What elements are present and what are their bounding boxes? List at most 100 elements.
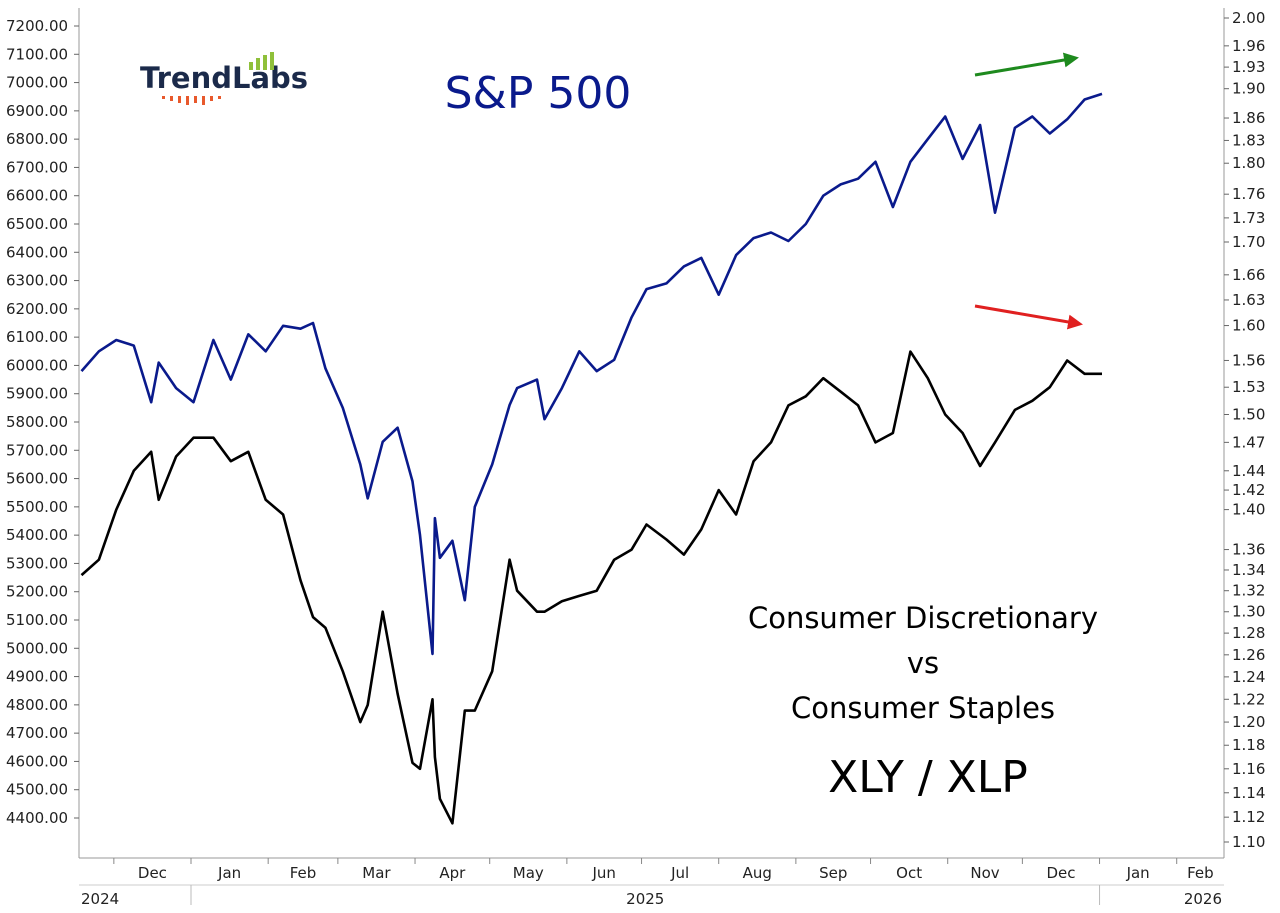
right-tick-label: 1.18 bbox=[1232, 736, 1265, 754]
right-tick-label: 2.00 bbox=[1232, 9, 1265, 27]
x-month-label: Dec bbox=[1046, 864, 1075, 882]
left-tick-label: 5600.00 bbox=[6, 470, 68, 488]
right-tick-label: 1.60 bbox=[1232, 317, 1265, 335]
logo-dot bbox=[218, 96, 221, 99]
x-month-label: Jan bbox=[1126, 864, 1150, 882]
x-month-label: Nov bbox=[970, 864, 999, 882]
left-tick-label: 6100.00 bbox=[6, 328, 68, 346]
right-tick-label: 1.63 bbox=[1232, 291, 1265, 309]
left-tick-label: 6300.00 bbox=[6, 272, 68, 290]
right-tick-label: 1.28 bbox=[1232, 624, 1265, 642]
left-tick-label: 5200.00 bbox=[6, 583, 68, 601]
left-axis-ticks: 7200.00 7100.00 7000.00 6900.00 6800.00 6700.… bbox=[6, 17, 79, 827]
ratio-title-line1: Consumer Discretionary bbox=[748, 601, 1098, 635]
right-tick-label: 1.50 bbox=[1232, 406, 1265, 424]
spx-title: S&P 500 bbox=[445, 68, 632, 119]
logo-dot bbox=[178, 96, 181, 103]
left-tick-label: 7000.00 bbox=[6, 74, 68, 92]
right-tick-label: 1.73 bbox=[1232, 209, 1265, 227]
right-tick-label: 1.26 bbox=[1232, 646, 1265, 664]
logo-signal-bars-icon bbox=[249, 52, 274, 70]
right-tick-label: 1.90 bbox=[1232, 80, 1265, 98]
x-month-label: Jun bbox=[591, 864, 615, 882]
right-tick-label: 1.10 bbox=[1232, 833, 1265, 851]
right-tick-label: 1.56 bbox=[1232, 351, 1265, 369]
left-tick-label: 5100.00 bbox=[6, 611, 68, 629]
x-axis: Dec Jan Feb Mar Apr May Jun Jul Aug Sep Oct Nov Dec J… bbox=[81, 858, 1222, 908]
left-tick-label: 5400.00 bbox=[6, 526, 68, 544]
ratio-ticker: XLY / XLP bbox=[828, 752, 1028, 803]
logo-bar bbox=[256, 58, 260, 70]
right-tick-label: 1.32 bbox=[1232, 582, 1265, 600]
right-tick-label: 1.93 bbox=[1232, 58, 1265, 76]
x-month-label: Sep bbox=[819, 864, 847, 882]
logo-dot bbox=[170, 96, 173, 101]
left-tick-label: 6400.00 bbox=[6, 243, 68, 261]
right-tick-label: 1.16 bbox=[1232, 760, 1265, 778]
ratio-title-line3: Consumer Staples bbox=[791, 691, 1055, 725]
left-tick-label: 5500.00 bbox=[6, 498, 68, 516]
right-tick-label: 1.70 bbox=[1232, 233, 1265, 251]
left-tick-label: 5000.00 bbox=[6, 639, 68, 657]
right-tick-label: 1.34 bbox=[1232, 561, 1265, 579]
left-tick-label: 5700.00 bbox=[6, 441, 68, 459]
left-tick-label: 6500.00 bbox=[6, 215, 68, 233]
right-tick-label: 1.76 bbox=[1232, 185, 1265, 203]
left-tick-label: 6200.00 bbox=[6, 300, 68, 318]
logo-dot bbox=[162, 96, 165, 99]
logo-dot bbox=[194, 96, 197, 103]
left-tick-label: 6000.00 bbox=[6, 356, 68, 374]
x-month-label: Dec bbox=[138, 864, 167, 882]
logo-dot bbox=[210, 96, 213, 101]
right-tick-label: 1.83 bbox=[1232, 131, 1265, 149]
right-tick-label: 1.80 bbox=[1232, 154, 1265, 172]
right-tick-label: 1.96 bbox=[1232, 37, 1265, 55]
right-tick-label: 1.66 bbox=[1232, 266, 1265, 284]
left-tick-label: 5800.00 bbox=[6, 413, 68, 431]
logo-dot bbox=[202, 96, 205, 105]
left-tick-label: 4700.00 bbox=[6, 724, 68, 742]
trendlabs-logo: TrendLabs bbox=[140, 52, 308, 105]
right-tick-label: 1.86 bbox=[1232, 109, 1265, 127]
left-tick-label: 4400.00 bbox=[6, 809, 68, 827]
right-tick-label: 1.44 bbox=[1232, 462, 1265, 480]
x-month-label: Feb bbox=[1187, 864, 1214, 882]
right-tick-label: 1.53 bbox=[1232, 378, 1265, 396]
x-month-label: Jul bbox=[670, 864, 689, 882]
x-month-label: May bbox=[513, 864, 544, 882]
series-layer bbox=[80, 92, 1103, 825]
logo-dot bbox=[186, 96, 189, 105]
spx-series-line bbox=[80, 92, 1103, 656]
logo-text: TrendLabs bbox=[140, 61, 308, 95]
x-month-label: Mar bbox=[362, 864, 391, 882]
logo-bar bbox=[270, 52, 274, 70]
left-tick-label: 4600.00 bbox=[6, 752, 68, 770]
right-tick-label: 1.20 bbox=[1232, 713, 1265, 731]
right-tick-label: 1.22 bbox=[1232, 690, 1265, 708]
left-tick-label: 6700.00 bbox=[6, 158, 68, 176]
right-tick-label: 1.40 bbox=[1232, 501, 1265, 519]
x-month-label: Oct bbox=[896, 864, 922, 882]
right-tick-label: 1.42 bbox=[1232, 481, 1265, 499]
right-tick-label: 1.30 bbox=[1232, 603, 1265, 621]
left-tick-label: 7100.00 bbox=[6, 45, 68, 63]
down-trend-arrow-icon bbox=[974, 304, 1083, 330]
logo-dots-icon bbox=[162, 96, 221, 105]
x-month-label: Apr bbox=[439, 864, 466, 882]
left-tick-label: 6600.00 bbox=[6, 187, 68, 205]
x-month-label: Jan bbox=[217, 864, 241, 882]
logo-bar bbox=[249, 62, 253, 70]
right-tick-label: 1.24 bbox=[1232, 668, 1265, 686]
left-tick-label: 6800.00 bbox=[6, 130, 68, 148]
right-tick-label: 1.12 bbox=[1232, 808, 1265, 826]
left-tick-label: 4800.00 bbox=[6, 696, 68, 714]
left-tick-label: 5900.00 bbox=[6, 385, 68, 403]
ratio-title-line2: vs bbox=[907, 646, 939, 680]
left-tick-label: 4900.00 bbox=[6, 668, 68, 686]
xly-xlp-series-line bbox=[80, 350, 1102, 825]
x-month-label: Aug bbox=[743, 864, 772, 882]
right-tick-label: 1.47 bbox=[1232, 433, 1265, 451]
left-tick-label: 5300.00 bbox=[6, 554, 68, 572]
left-tick-label: 4500.00 bbox=[6, 781, 68, 799]
x-year-label: 2024 bbox=[81, 890, 119, 908]
